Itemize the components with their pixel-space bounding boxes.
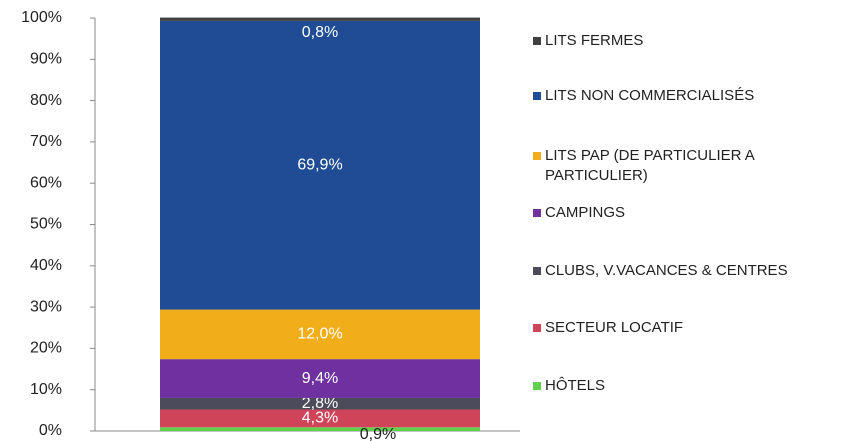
legend-label: SECTEUR LOCATIF bbox=[545, 319, 684, 336]
legend-swatch bbox=[533, 267, 541, 275]
y-tick-label: 100% bbox=[21, 9, 62, 26]
legend-item: CAMPINGS bbox=[533, 203, 830, 223]
legend-label: LITS NON COMMERCIALISÉS bbox=[545, 87, 755, 104]
data-label: 69,9% bbox=[297, 156, 342, 173]
legend-item: SECTEUR LOCATIF bbox=[533, 318, 830, 338]
legend-label: CAMPINGS bbox=[545, 204, 626, 221]
bar-segment bbox=[160, 397, 480, 410]
legend-swatch bbox=[533, 324, 541, 332]
y-tick-label: 40% bbox=[30, 257, 62, 274]
y-tick-label: 70% bbox=[30, 133, 62, 150]
legend-label: CLUBS, V.VACANCES & CENTRES bbox=[545, 262, 788, 279]
bar-segment bbox=[160, 309, 480, 360]
legend-item: LITS PAP (DE PARTICULIER A PARTICULIER) bbox=[533, 146, 830, 186]
y-tick-label: 50% bbox=[30, 216, 62, 233]
legend-swatch bbox=[533, 209, 541, 217]
legend-swatch bbox=[533, 37, 541, 45]
y-tick-label: 20% bbox=[30, 340, 62, 357]
y-tick-label: 30% bbox=[30, 298, 62, 315]
legend-item: LITS NON COMMERCIALISÉS bbox=[533, 86, 830, 106]
data-label: 12,0% bbox=[297, 326, 342, 343]
data-label: 0,9% bbox=[360, 426, 396, 441]
data-label: 4,3% bbox=[302, 410, 338, 427]
data-label: 0,8% bbox=[302, 24, 338, 41]
bar-segment bbox=[160, 17, 480, 21]
bar-segment bbox=[160, 20, 480, 310]
bar-segment bbox=[160, 409, 480, 428]
legend-label: HÔTELS bbox=[545, 377, 606, 394]
bar-segment bbox=[160, 359, 480, 398]
bar-segment bbox=[160, 427, 480, 431]
legend-swatch bbox=[533, 92, 541, 100]
legend-item: HÔTELS bbox=[533, 376, 830, 396]
y-tick-label: 0% bbox=[39, 422, 62, 439]
y-tick-label: 10% bbox=[30, 381, 62, 398]
data-label: 2,8% bbox=[302, 395, 338, 412]
legend-swatch bbox=[533, 152, 541, 160]
legend-item: CLUBS, V.VACANCES & CENTRES bbox=[533, 261, 830, 281]
legend-swatch bbox=[533, 382, 541, 390]
data-label: 9,4% bbox=[302, 370, 338, 387]
y-tick-label: 60% bbox=[30, 174, 62, 191]
legend-item: LITS FERMES bbox=[533, 31, 830, 51]
legend-label: LITS FERMES bbox=[545, 32, 644, 49]
y-tick-label: 90% bbox=[30, 51, 62, 68]
legend-label: LITS PAP (DE PARTICULIER A PARTICULIER) bbox=[545, 147, 754, 184]
y-tick-label: 80% bbox=[30, 92, 62, 109]
